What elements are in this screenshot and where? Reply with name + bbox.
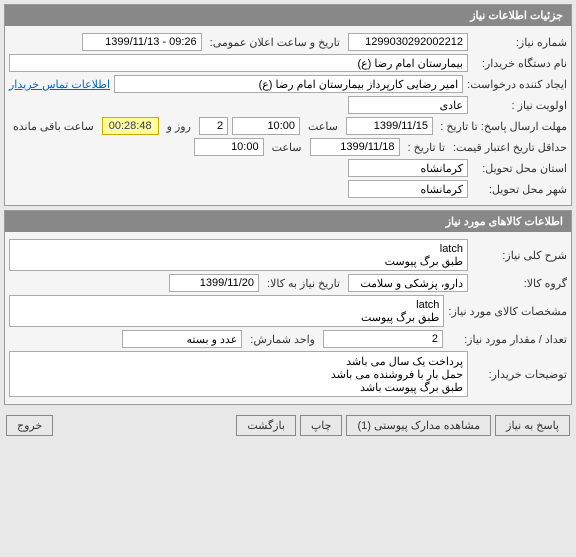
goods-info-section: اطلاعات کالاهای مورد نیاز شرح کلی نیاز: … <box>4 210 572 405</box>
requester-field <box>114 75 463 93</box>
desc-label: شرح کلی نیاز: <box>472 249 567 262</box>
desc-field <box>9 239 468 271</box>
attachments-button[interactable]: مشاهده مدارک پیوستی (1) <box>346 415 491 436</box>
spec-field <box>9 295 444 327</box>
row-city: شهر محل تحویل: <box>9 180 567 198</box>
row-requester: ایجاد کننده درخواست: اطلاعات تماس خریدار <box>9 75 567 93</box>
deadline-time-label: ساعت <box>304 120 342 133</box>
buyer-org-field <box>9 54 468 72</box>
back-button[interactable]: بازگشت <box>236 415 296 436</box>
unit-label: واحد شمارش: <box>246 333 319 346</box>
section2-header: اطلاعات کالاهای مورد نیاز <box>5 211 571 232</box>
spacer <box>57 415 232 436</box>
row-group: گروه کالا: تاریخ نیاز به کالا: <box>9 274 567 292</box>
province-label: استان محل تحویل: <box>472 162 567 175</box>
row-notes: توضیحات خریدار: <box>9 351 567 397</box>
announce-field <box>82 33 202 51</box>
unit-field <box>122 330 242 348</box>
validity-time-field <box>194 138 264 156</box>
timer-display: 00:28:48 <box>102 117 159 135</box>
contact-link[interactable]: اطلاعات تماس خریدار <box>9 78 110 91</box>
button-bar: پاسخ به نیاز مشاهده مدارک پیوستی (1) چاپ… <box>0 409 576 442</box>
row-qty: تعداد / مقدار مورد نیاز: واحد شمارش: <box>9 330 567 348</box>
qty-label: تعداد / مقدار مورد نیاز: <box>447 333 567 346</box>
print-button[interactable]: چاپ <box>300 415 343 436</box>
row-province: استان محل تحویل: <box>9 159 567 177</box>
validity-to-label: تا تاریخ : <box>404 141 449 154</box>
deadline-time-field <box>232 117 300 135</box>
validity-label: حداقل تاریخ اعتبار قیمت: <box>453 141 567 154</box>
notes-field <box>9 351 468 397</box>
days-count-field <box>199 117 228 135</box>
province-field <box>348 159 468 177</box>
city-field <box>348 180 468 198</box>
priority-field <box>348 96 468 114</box>
need-details-section: جزئیات اطلاعات نیاز شماره نیاز: تاریخ و … <box>4 4 572 206</box>
validity-time-label: ساعت <box>268 141 306 154</box>
requester-label: ایجاد کننده درخواست: <box>467 78 567 91</box>
validity-date-field <box>310 138 400 156</box>
group-label: گروه کالا: <box>472 277 567 290</box>
need-date-label: تاریخ نیاز به کالا: <box>263 277 344 290</box>
city-label: شهر محل تحویل: <box>472 183 567 196</box>
spec-label: مشخصات کالای مورد نیاز: <box>448 305 567 318</box>
notes-label: توضیحات خریدار: <box>472 368 567 381</box>
deadline-label: مهلت ارسال پاسخ: تا تاریخ : <box>437 120 567 133</box>
row-deadline: مهلت ارسال پاسخ: تا تاریخ : ساعت روز و 0… <box>9 117 567 135</box>
qty-field <box>323 330 443 348</box>
respond-button[interactable]: پاسخ به نیاز <box>495 415 570 436</box>
section1-header: جزئیات اطلاعات نیاز <box>5 5 571 26</box>
need-number-label: شماره نیاز: <box>472 36 567 49</box>
need-date-field <box>169 274 259 292</box>
priority-label: اولویت نیاز : <box>472 99 567 112</box>
announce-label: تاریخ و ساعت اعلان عمومی: <box>206 36 344 49</box>
row-spec: مشخصات کالای مورد نیاز: <box>9 295 567 327</box>
row-desc: شرح کلی نیاز: <box>9 239 567 271</box>
section1-body: شماره نیاز: تاریخ و ساعت اعلان عمومی: نا… <box>5 26 571 205</box>
timer-label: ساعت باقی مانده <box>9 120 98 133</box>
days-label: روز و <box>163 120 195 133</box>
row-buyer-org: نام دستگاه خریدار: <box>9 54 567 72</box>
section2-body: شرح کلی نیاز: گروه کالا: تاریخ نیاز به ک… <box>5 232 571 404</box>
buyer-org-label: نام دستگاه خریدار: <box>472 57 567 70</box>
row-validity: حداقل تاریخ اعتبار قیمت: تا تاریخ : ساعت <box>9 138 567 156</box>
row-need-number: شماره نیاز: تاریخ و ساعت اعلان عمومی: <box>9 33 567 51</box>
need-number-field <box>348 33 468 51</box>
row-priority: اولویت نیاز : <box>9 96 567 114</box>
group-field <box>348 274 468 292</box>
deadline-date-field <box>346 117 433 135</box>
exit-button[interactable]: خروج <box>6 415 53 436</box>
